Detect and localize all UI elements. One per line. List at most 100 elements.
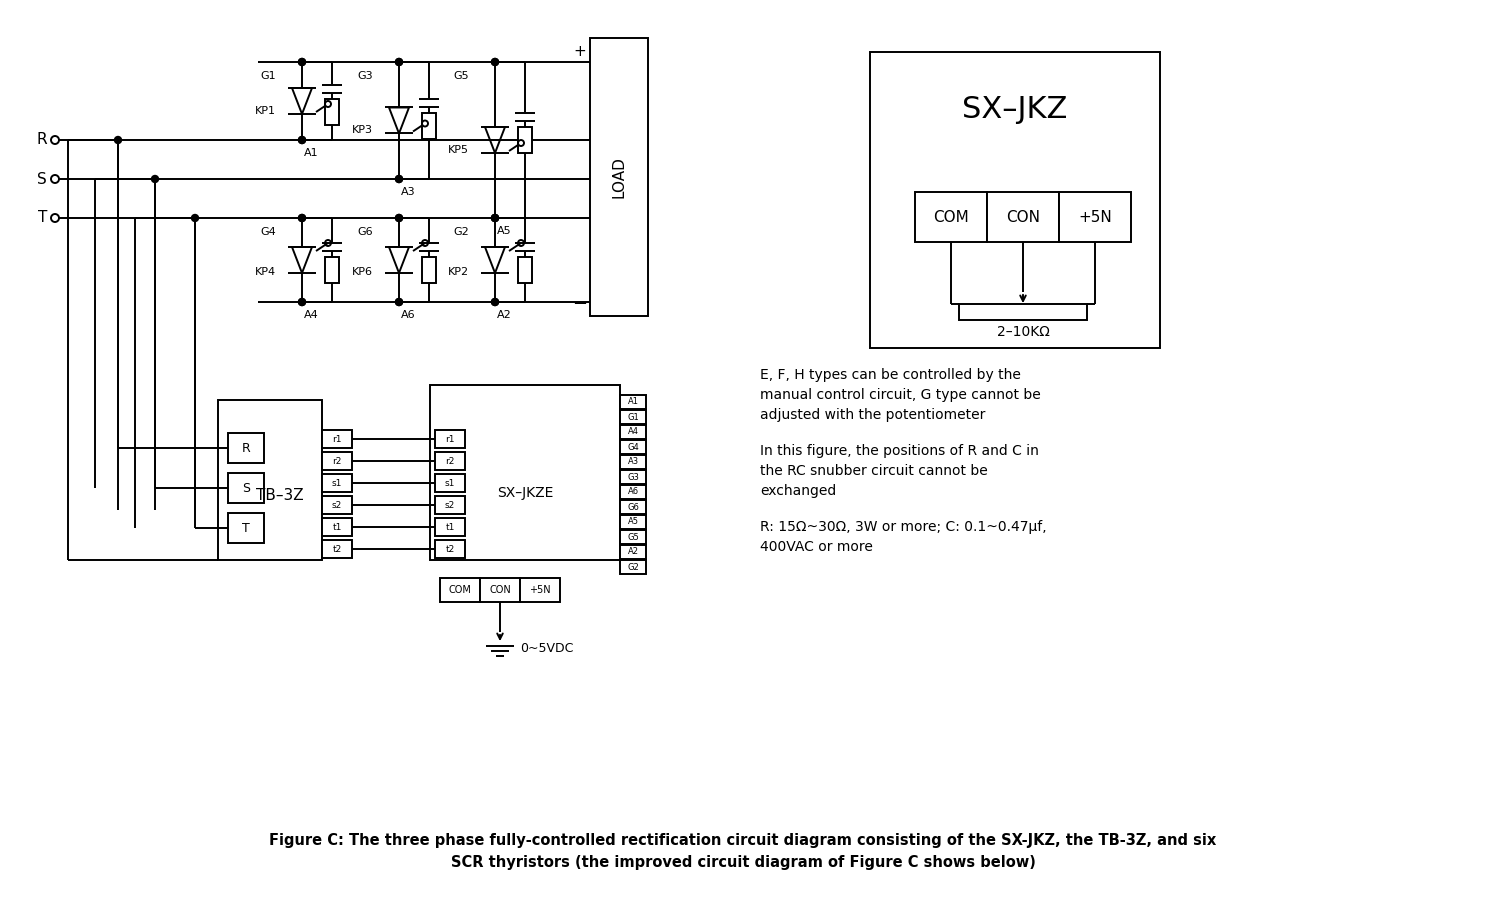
- Bar: [422, 113, 435, 139]
- Text: G4: G4: [260, 227, 276, 237]
- Circle shape: [492, 59, 498, 65]
- Circle shape: [395, 59, 403, 65]
- Circle shape: [395, 176, 403, 183]
- Text: In this figure, the positions of R and C in: In this figure, the positions of R and C…: [759, 444, 1039, 458]
- Circle shape: [152, 176, 159, 183]
- Text: G4: G4: [627, 443, 639, 452]
- Bar: [322, 540, 352, 558]
- Text: A2: A2: [627, 548, 639, 557]
- Text: r2: r2: [446, 456, 455, 465]
- Circle shape: [299, 59, 306, 65]
- Circle shape: [299, 137, 306, 144]
- Text: G1: G1: [260, 71, 276, 81]
- Bar: [519, 127, 532, 153]
- Bar: [620, 410, 646, 424]
- Text: KP5: KP5: [447, 145, 470, 155]
- Bar: [519, 257, 532, 283]
- Text: KP4: KP4: [256, 267, 276, 277]
- Text: t2: t2: [446, 545, 455, 554]
- Text: G1: G1: [627, 413, 639, 422]
- Circle shape: [395, 176, 403, 183]
- Text: A5: A5: [496, 226, 511, 236]
- Bar: [987, 192, 1060, 242]
- Text: SCR thyristors (the improved circuit diagram of Figure C shows below): SCR thyristors (the improved circuit dia…: [450, 854, 1036, 870]
- Bar: [322, 474, 352, 492]
- Circle shape: [492, 59, 498, 65]
- Text: T: T: [37, 211, 48, 225]
- Bar: [440, 578, 480, 602]
- Text: adjusted with the potentiometer: adjusted with the potentiometer: [759, 408, 985, 422]
- Bar: [322, 518, 352, 536]
- Text: s2: s2: [444, 500, 455, 510]
- Text: R: R: [36, 132, 48, 148]
- Text: Figure C: The three phase fully-controlled rectification circuit diagram consist: Figure C: The three phase fully-controll…: [269, 833, 1217, 847]
- Text: r2: r2: [333, 456, 342, 465]
- Bar: [480, 578, 520, 602]
- Circle shape: [395, 299, 403, 306]
- Text: COM: COM: [933, 209, 969, 224]
- Text: t1: t1: [333, 522, 342, 531]
- Bar: [590, 38, 648, 316]
- Bar: [322, 496, 352, 514]
- Bar: [958, 304, 1086, 320]
- Text: 400VAC or more: 400VAC or more: [759, 540, 872, 554]
- Text: s1: s1: [444, 479, 455, 488]
- Bar: [620, 515, 646, 529]
- Text: G2: G2: [627, 563, 639, 571]
- Bar: [869, 52, 1161, 348]
- Bar: [435, 496, 465, 514]
- Bar: [915, 192, 987, 242]
- Circle shape: [492, 214, 498, 222]
- Text: +5N: +5N: [529, 585, 551, 595]
- Bar: [1060, 192, 1131, 242]
- Bar: [620, 485, 646, 499]
- Bar: [620, 500, 646, 514]
- Text: CON: CON: [489, 585, 511, 595]
- Text: G3: G3: [357, 71, 373, 81]
- Text: manual control circuit, G type cannot be: manual control circuit, G type cannot be: [759, 388, 1040, 402]
- Text: A4: A4: [627, 427, 639, 436]
- Circle shape: [299, 137, 306, 144]
- Text: R: R: [242, 442, 250, 454]
- Circle shape: [299, 299, 306, 306]
- Text: SX–JKZ: SX–JKZ: [963, 96, 1067, 125]
- Text: G2: G2: [453, 227, 470, 237]
- Bar: [429, 385, 620, 560]
- Text: A3: A3: [401, 187, 416, 197]
- Bar: [435, 540, 465, 558]
- Bar: [325, 100, 339, 125]
- Text: SX–JKZE: SX–JKZE: [496, 485, 553, 500]
- Text: t1: t1: [446, 522, 455, 531]
- Text: R: 15Ω~30Ω, 3W or more; C: 0.1~0.47μf,: R: 15Ω~30Ω, 3W or more; C: 0.1~0.47μf,: [759, 520, 1046, 534]
- Text: +5N: +5N: [1079, 209, 1112, 224]
- Text: KP2: KP2: [447, 267, 470, 277]
- Bar: [520, 578, 560, 602]
- Circle shape: [299, 299, 306, 306]
- Circle shape: [299, 59, 306, 65]
- Text: S: S: [37, 172, 48, 186]
- Bar: [422, 257, 435, 283]
- Circle shape: [299, 214, 306, 222]
- Bar: [620, 545, 646, 559]
- Text: KP3: KP3: [352, 126, 373, 136]
- Text: CON: CON: [1006, 209, 1040, 224]
- Circle shape: [299, 214, 306, 222]
- Text: A4: A4: [305, 310, 319, 320]
- Text: LOAD: LOAD: [612, 156, 627, 198]
- Bar: [322, 430, 352, 448]
- Text: G6: G6: [357, 227, 373, 237]
- Text: A6: A6: [627, 488, 639, 497]
- Circle shape: [192, 214, 199, 222]
- Text: G5: G5: [453, 71, 470, 81]
- Circle shape: [395, 214, 403, 222]
- Text: E, F, H types can be controlled by the: E, F, H types can be controlled by the: [759, 368, 1021, 382]
- Text: KP6: KP6: [352, 267, 373, 277]
- Circle shape: [395, 299, 403, 306]
- Circle shape: [114, 137, 122, 144]
- Bar: [620, 395, 646, 409]
- Text: the RC snubber circuit cannot be: the RC snubber circuit cannot be: [759, 464, 988, 478]
- Text: T: T: [242, 521, 250, 535]
- Bar: [620, 470, 646, 484]
- Text: 0~5VDC: 0~5VDC: [520, 642, 574, 654]
- Text: A1: A1: [627, 397, 639, 406]
